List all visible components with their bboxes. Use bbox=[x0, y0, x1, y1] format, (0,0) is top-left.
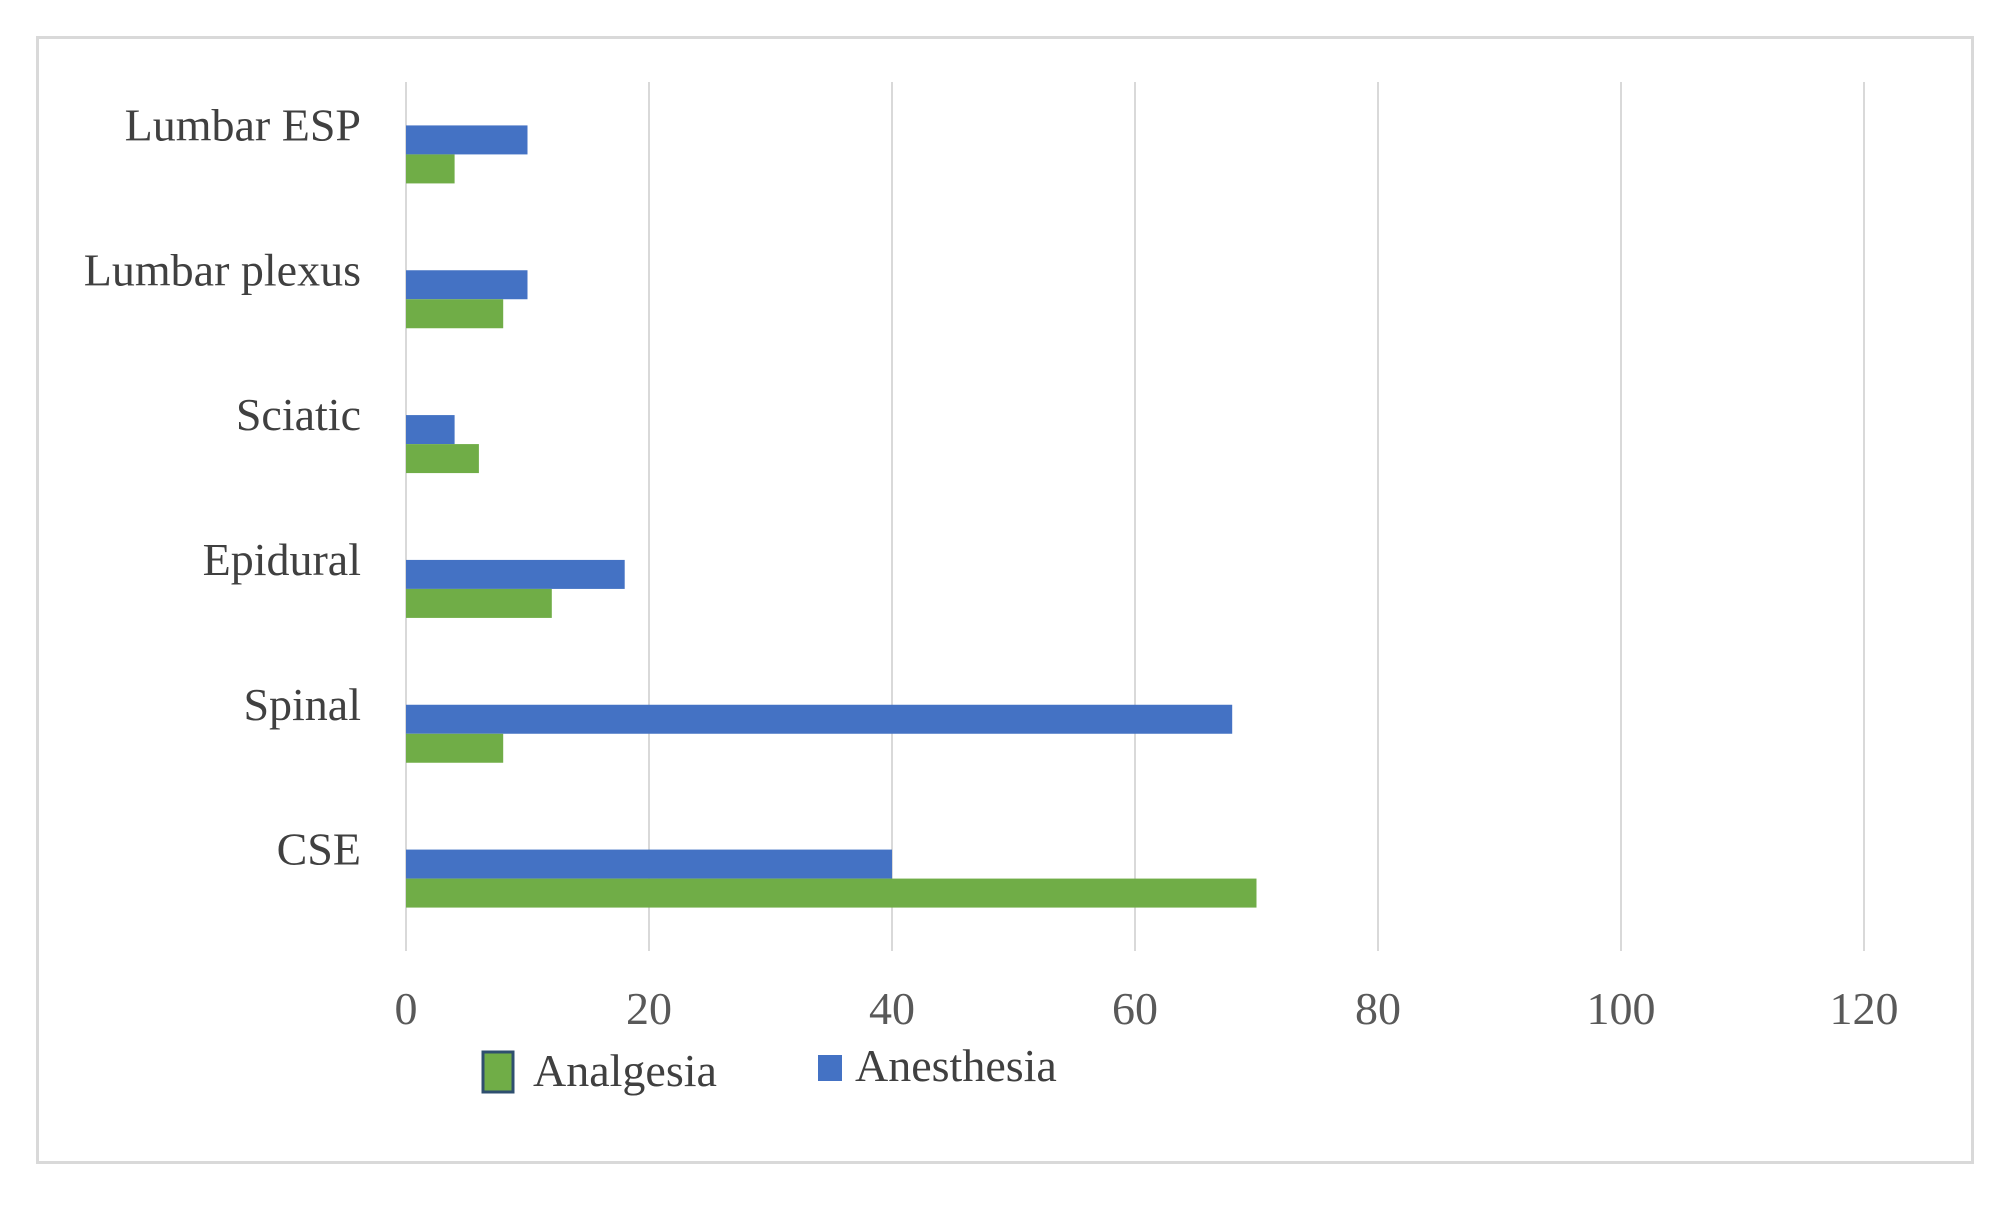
bar-analgesia-lumbar-plexus bbox=[406, 299, 504, 329]
chart-frame bbox=[36, 36, 1974, 1164]
gridlines bbox=[405, 82, 1865, 951]
category-label-lumbar-esp: Lumbar ESP bbox=[125, 99, 361, 150]
x-tick-label-80: 80 bbox=[1355, 983, 1401, 1034]
x-tick-label-100: 100 bbox=[1587, 983, 1656, 1034]
bar-anesthesia-cse bbox=[406, 849, 892, 879]
x-tick-labels: 0 20 40 60 80 100 120 bbox=[395, 983, 1899, 1034]
category-label-epidural: Epidural bbox=[203, 534, 361, 585]
legend-label-analgesia: Analgesia bbox=[533, 1045, 717, 1096]
category-label-sciatic: Sciatic bbox=[236, 389, 361, 440]
bar-anesthesia-lumbar-plexus bbox=[406, 270, 528, 300]
x-tick-label-60: 60 bbox=[1112, 983, 1158, 1034]
category-label-spinal: Spinal bbox=[243, 679, 361, 730]
x-tick-label-20: 20 bbox=[626, 983, 672, 1034]
bar-anesthesia-sciatic bbox=[406, 415, 455, 445]
legend-swatch-analgesia bbox=[481, 1050, 515, 1094]
category-label-cse: CSE bbox=[277, 824, 361, 875]
x-tick-label-40: 40 bbox=[869, 983, 915, 1034]
x-tick-label-0: 0 bbox=[395, 983, 418, 1034]
bar-analgesia-sciatic bbox=[406, 444, 479, 474]
bar-anesthesia-spinal bbox=[406, 704, 1233, 734]
x-tick-label-120: 120 bbox=[1830, 983, 1899, 1034]
bar-analgesia-cse bbox=[406, 878, 1257, 908]
legend-swatch-anesthesia bbox=[818, 1055, 842, 1081]
bar-analgesia-spinal bbox=[406, 733, 504, 763]
legend: Analgesia Anesthesia bbox=[481, 1040, 1057, 1096]
category-labels: CSE Spinal Epidural Sciatic Lumbar plexus Lum… bbox=[84, 99, 361, 874]
bar-analgesia-epidural bbox=[406, 588, 552, 618]
bars bbox=[406, 125, 1257, 908]
bar-anesthesia-epidural bbox=[406, 559, 625, 589]
bar-anesthesia-lumbar-esp bbox=[406, 125, 528, 155]
bar-analgesia-lumbar-esp bbox=[406, 154, 455, 184]
category-label-lumbar-plexus: Lumbar plexus bbox=[84, 244, 361, 295]
legend-label-anesthesia: Anesthesia bbox=[855, 1040, 1057, 1091]
